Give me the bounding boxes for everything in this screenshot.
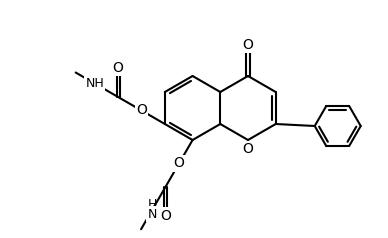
Text: N: N	[147, 208, 157, 221]
Text: O: O	[242, 38, 253, 52]
Text: O: O	[136, 104, 147, 118]
Text: O: O	[160, 209, 171, 223]
Text: H: H	[147, 198, 157, 211]
Text: NH: NH	[85, 77, 104, 90]
Text: O: O	[113, 61, 123, 75]
Text: O: O	[174, 156, 185, 170]
Text: O: O	[242, 142, 253, 156]
